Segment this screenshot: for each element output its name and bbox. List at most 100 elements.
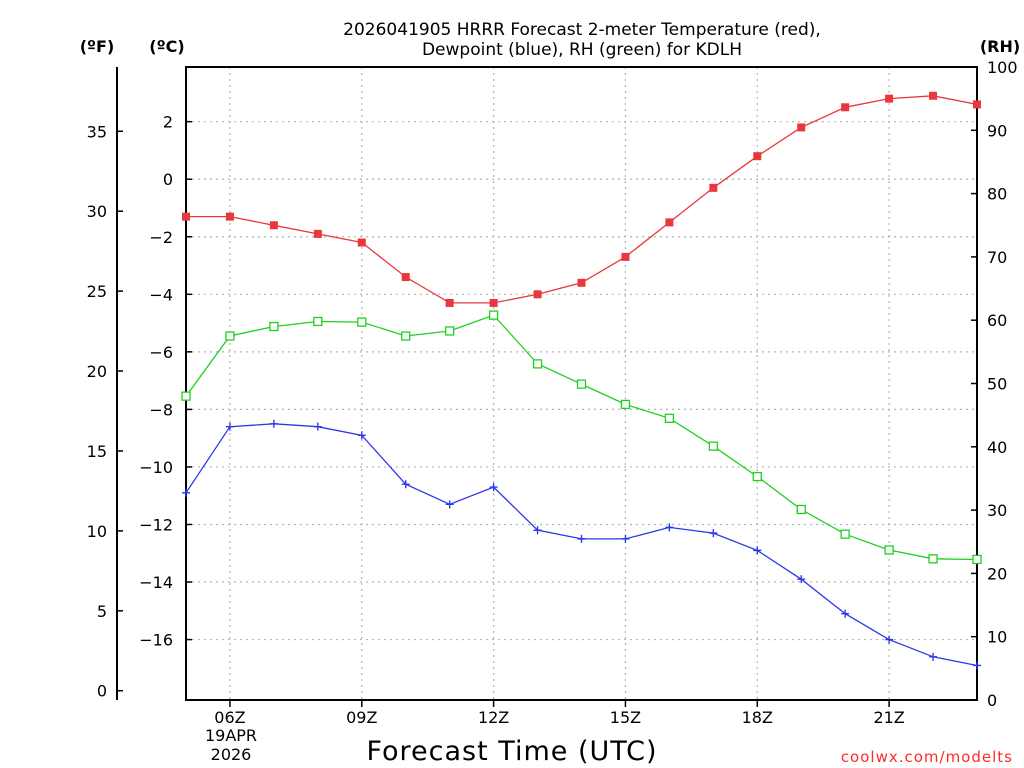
dewpoint-point [709, 529, 718, 538]
fahrenheit-tick-label: 35 [87, 122, 107, 141]
fahrenheit-tick-label: 25 [87, 282, 107, 301]
dewpoint-point [445, 500, 454, 509]
rh-point [313, 316, 323, 327]
rh-point [357, 317, 367, 327]
rh-tick-label: 90 [987, 121, 1007, 140]
celsius-tick-label: −8 [149, 400, 173, 419]
rh-tick-label: 40 [987, 438, 1007, 457]
celsius-tick-label: −4 [149, 285, 173, 304]
x-tick-label: 09Z [346, 708, 377, 727]
temperature-point [269, 221, 278, 230]
celsius-tick-label: −10 [139, 458, 173, 477]
rh-point [972, 554, 982, 565]
rh-tick-label: 10 [987, 628, 1007, 647]
rh-point [445, 326, 455, 336]
temperature-point [665, 218, 674, 227]
rh-point [488, 310, 499, 320]
x-tick-label: 15Z [610, 708, 641, 727]
celsius-tick-label: 2 [163, 113, 173, 132]
rh-point [840, 529, 850, 539]
fahrenheit-tick-label: 0 [97, 682, 107, 701]
temperature-point [533, 290, 542, 299]
fahrenheit-tick-label: 30 [87, 202, 107, 221]
rh-tick-label: 30 [987, 501, 1007, 520]
temperature-point [577, 278, 586, 287]
tick-labels: 3530252015105020−2−4−6−8−10−12−14−161009… [87, 58, 1018, 727]
fahrenheit-tick-label: 20 [87, 362, 107, 381]
fahrenheit-tick-label: 5 [97, 602, 107, 621]
dewpoint-point [665, 523, 674, 532]
celsius-unit-label: (ºC) [149, 37, 184, 56]
x-axis-label: Forecast Time (UTC) [366, 736, 657, 767]
temperature-point [621, 252, 630, 261]
series-layer [181, 91, 982, 670]
temperature-point [445, 298, 454, 307]
rh-tick-label: 80 [987, 185, 1007, 204]
dewpoint-point [269, 419, 278, 428]
temperature-point [357, 238, 366, 247]
rh-point [269, 321, 279, 332]
rh-point [752, 471, 762, 482]
dewpoint-point [357, 431, 366, 440]
dewpoint-point [841, 609, 850, 618]
temperature-point [797, 123, 806, 132]
dewpoint-point [973, 661, 981, 670]
dewpoint-point [489, 483, 498, 492]
rh-point [532, 359, 543, 369]
temperature-line [186, 95, 978, 304]
rh-point [620, 399, 631, 410]
dewpoint-point [225, 422, 234, 431]
dewpoint-point [533, 526, 542, 535]
celsius-tick-label: −6 [149, 343, 173, 362]
temperature-point [709, 183, 718, 192]
temperature-point [489, 298, 498, 307]
rh-tick-label: 50 [987, 375, 1007, 394]
dewpoint-line [185, 423, 978, 667]
rh-point [401, 331, 411, 341]
temperature-point [885, 94, 894, 103]
rh-tick-label: 0 [987, 691, 997, 710]
x-tick-label: 06Z [214, 708, 245, 727]
temperature-point [973, 100, 981, 109]
x-tick-label: 21Z [873, 708, 904, 727]
temperature-point [225, 212, 234, 221]
rh-point [576, 379, 587, 389]
rh-point [225, 331, 235, 341]
fahrenheit-tick-label: 15 [87, 442, 107, 461]
rh-tick-label: 20 [987, 564, 1007, 583]
dewpoint-point [885, 635, 894, 644]
dewpoint-point [753, 546, 762, 555]
rh-tick-label: 70 [987, 248, 1007, 267]
x-tick-label: 18Z [742, 708, 773, 727]
x-date-line1: 19APR [205, 726, 257, 745]
celsius-tick-label: −16 [139, 631, 173, 650]
temperature-point [929, 91, 938, 100]
temperature-point [841, 103, 850, 112]
dewpoint-point [577, 534, 586, 543]
rh-unit-label: (RH) [980, 37, 1020, 56]
temperature-point [313, 229, 322, 238]
axes [116, 66, 978, 707]
fahrenheit-tick-label: 10 [87, 522, 107, 541]
chart-title-line1: 2026041905 HRRR Forecast 2-meter Tempera… [343, 20, 821, 40]
rh-point [664, 413, 675, 423]
rh-point [928, 554, 938, 564]
temperature-point [182, 212, 190, 221]
dewpoint-point [313, 422, 322, 431]
credit-text: coolwx.com/modelts [841, 748, 1013, 766]
dewpoint-point [929, 652, 938, 661]
dewpoint-point [182, 488, 190, 497]
dewpoint-point [621, 534, 630, 543]
celsius-tick-label: 0 [163, 170, 173, 189]
x-tick-label: 12Z [478, 708, 509, 727]
rh-point [796, 504, 806, 515]
celsius-tick-label: −2 [149, 228, 173, 247]
temperature-point [401, 273, 410, 282]
x-date-line2: 2026 [211, 745, 252, 764]
rh-point [181, 391, 191, 401]
chart-title-line2: Dewpoint (blue), RH (green) for KDLH [422, 40, 742, 60]
dewpoint-point [401, 480, 410, 489]
dewpoint-point [797, 575, 806, 584]
rh-tick-label: 60 [987, 311, 1007, 330]
